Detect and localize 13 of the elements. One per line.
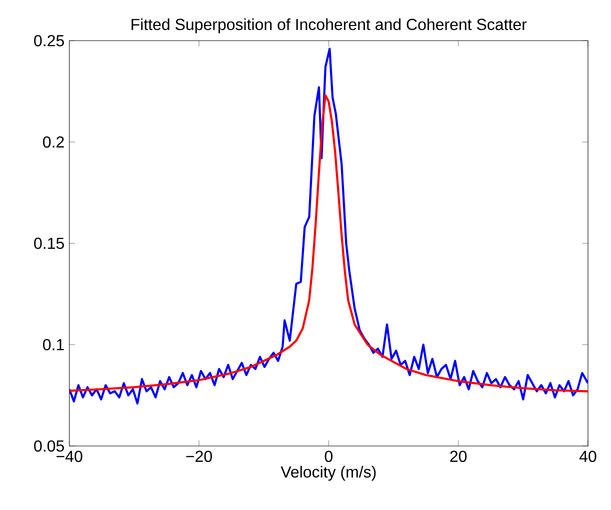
- y-tick-label: 0.15: [34, 238, 64, 249]
- x-tick-label: 20: [450, 450, 467, 462]
- y-tick-label: 0.1: [43, 338, 64, 350]
- y-tick-label: 0.25: [34, 35, 64, 46]
- x-tick-label: −20: [186, 450, 212, 462]
- x-tick-label: −40: [56, 450, 82, 462]
- x-axis-title: Velocity (m/s): [280, 466, 376, 481]
- line-series: [69, 94, 588, 392]
- y-tick-label: 0.05: [34, 440, 64, 452]
- x-tick-label: 0: [324, 450, 332, 462]
- y-tick-label: 0.2: [43, 136, 64, 148]
- chart-title: Fitted Superposition of Incoherent and Coherent Scatter: [132, 18, 527, 34]
- x-tick-label: 40: [579, 450, 596, 462]
